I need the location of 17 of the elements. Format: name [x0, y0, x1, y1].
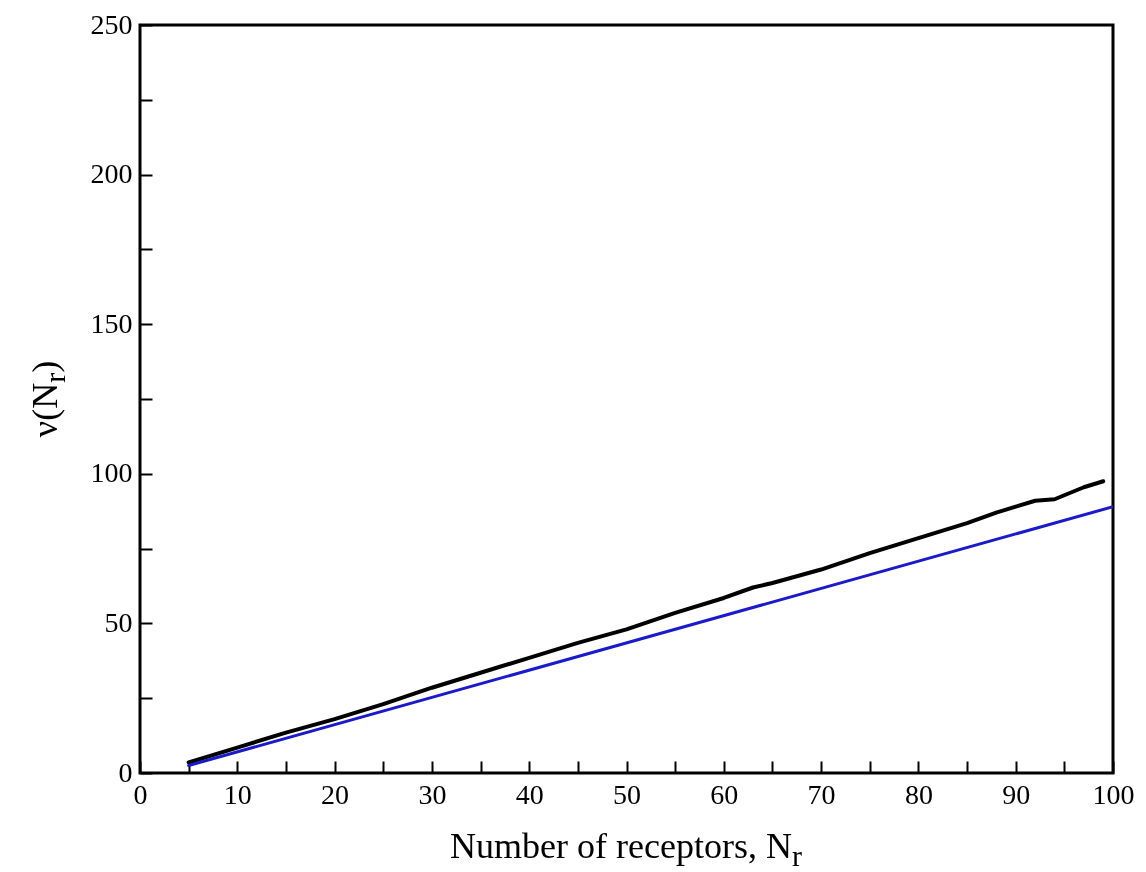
y-tick-label: 150 — [90, 307, 133, 339]
y-tick-label: 250 — [90, 8, 133, 40]
x-tick-label: 20 — [321, 778, 350, 810]
x-tick-label: 50 — [613, 778, 641, 810]
x-tick-label: 100 — [1092, 778, 1135, 810]
y-tick-label: 100 — [90, 457, 133, 489]
x-tick-label: 70 — [807, 778, 836, 810]
x-tick-label: 90 — [1002, 778, 1031, 810]
x-tick-label: 30 — [418, 778, 447, 810]
x-tick-label: 80 — [904, 778, 933, 810]
x-axis-title: Number of receptors, N$_{r}$ — [450, 826, 802, 872]
x-tick-label: 10 — [223, 778, 252, 810]
y-tick-label: 200 — [90, 158, 133, 190]
x-tick-label: 60 — [710, 778, 739, 810]
y-tick-label: 0 — [118, 756, 133, 788]
y-tick-label: 50 — [104, 606, 133, 638]
x-tick-label: 40 — [515, 778, 544, 810]
